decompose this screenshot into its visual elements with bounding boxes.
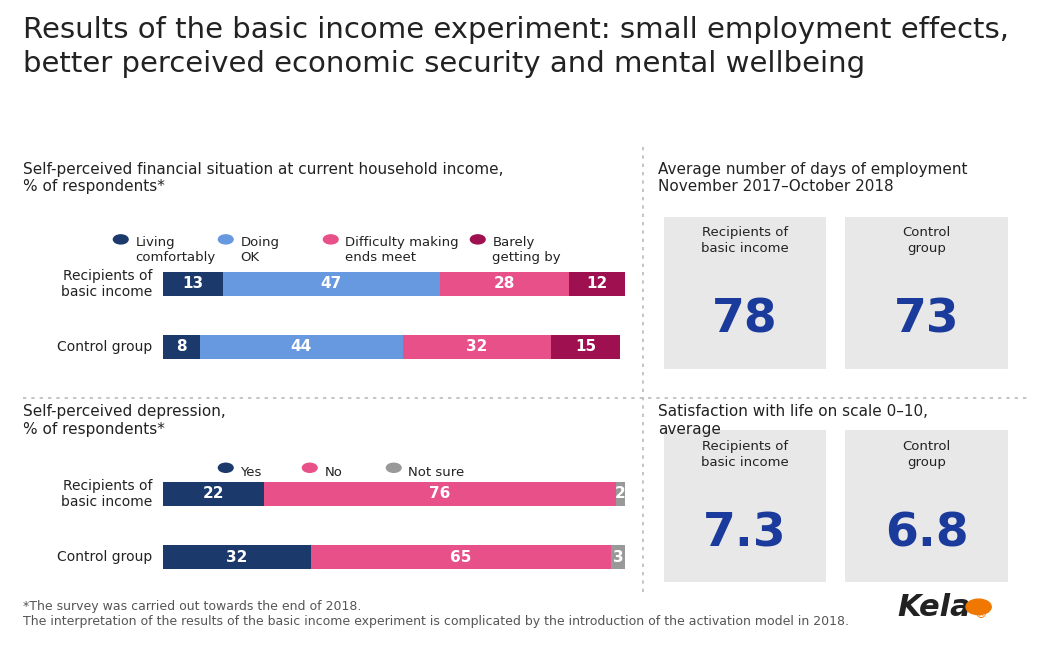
Text: Self-perceived depression,
% of respondents*: Self-perceived depression, % of responde… (23, 404, 226, 437)
Text: ®: ® (974, 608, 987, 621)
Bar (311, 545, 611, 569)
Text: 12: 12 (586, 276, 608, 291)
Bar (611, 545, 625, 569)
Text: Doing
OK: Doing OK (240, 236, 279, 264)
Text: 2: 2 (614, 487, 626, 501)
Bar (163, 334, 200, 359)
Text: *The survey was carried out towards the end of 2018.
The interpretation of the r: *The survey was carried out towards the … (23, 600, 849, 628)
Bar (163, 482, 265, 506)
Text: Yes: Yes (240, 466, 261, 479)
Text: Recipients of
basic income: Recipients of basic income (701, 226, 789, 256)
Text: 13: 13 (183, 276, 204, 291)
Text: Control group: Control group (57, 550, 152, 564)
Text: 78: 78 (712, 298, 778, 343)
Text: Control
group: Control group (903, 226, 950, 256)
Text: 73: 73 (894, 298, 960, 343)
Text: Kela: Kela (898, 593, 971, 622)
Text: 47: 47 (320, 276, 342, 291)
Text: 6.8: 6.8 (885, 511, 968, 556)
Bar (569, 272, 625, 296)
Bar (615, 482, 625, 506)
Text: 65: 65 (450, 549, 471, 565)
Bar (265, 482, 615, 506)
Text: R: R (975, 602, 982, 611)
Bar (163, 272, 223, 296)
Bar (223, 272, 440, 296)
Text: 22: 22 (203, 487, 225, 501)
Text: Recipients of
basic income: Recipients of basic income (61, 479, 152, 509)
Text: 32: 32 (466, 339, 487, 355)
Bar (551, 334, 621, 359)
Text: Barely
getting by: Barely getting by (492, 236, 561, 264)
Text: 76: 76 (429, 487, 450, 501)
Text: Self-perceived financial situation at current household income,
% of respondents: Self-perceived financial situation at cu… (23, 162, 504, 194)
Text: Average number of days of employment
November 2017–October 2018: Average number of days of employment Nov… (658, 162, 968, 194)
Text: 7.3: 7.3 (704, 511, 786, 556)
Text: Recipients of
basic income: Recipients of basic income (61, 269, 152, 299)
Text: No: No (324, 466, 342, 479)
Text: Control
group: Control group (903, 440, 950, 469)
Text: Living
comfortably: Living comfortably (135, 236, 215, 264)
Text: 28: 28 (494, 276, 516, 291)
Text: Control group: Control group (57, 340, 152, 354)
Bar (200, 334, 403, 359)
Text: Satisfaction with life on scale 0–10,
average: Satisfaction with life on scale 0–10, av… (658, 404, 928, 437)
Text: 44: 44 (291, 339, 312, 355)
Text: 8: 8 (176, 339, 187, 355)
Text: Results of the basic income experiment: small employment effects,
better perceiv: Results of the basic income experiment: … (23, 16, 1009, 78)
Text: Not sure: Not sure (408, 466, 465, 479)
Text: Difficulty making
ends meet: Difficulty making ends meet (345, 236, 459, 264)
Bar (163, 545, 311, 569)
Text: Recipients of
basic income: Recipients of basic income (701, 440, 789, 469)
Text: 3: 3 (612, 549, 623, 565)
Bar (403, 334, 551, 359)
Text: 32: 32 (226, 549, 248, 565)
Bar (440, 272, 569, 296)
Text: 15: 15 (575, 339, 596, 355)
